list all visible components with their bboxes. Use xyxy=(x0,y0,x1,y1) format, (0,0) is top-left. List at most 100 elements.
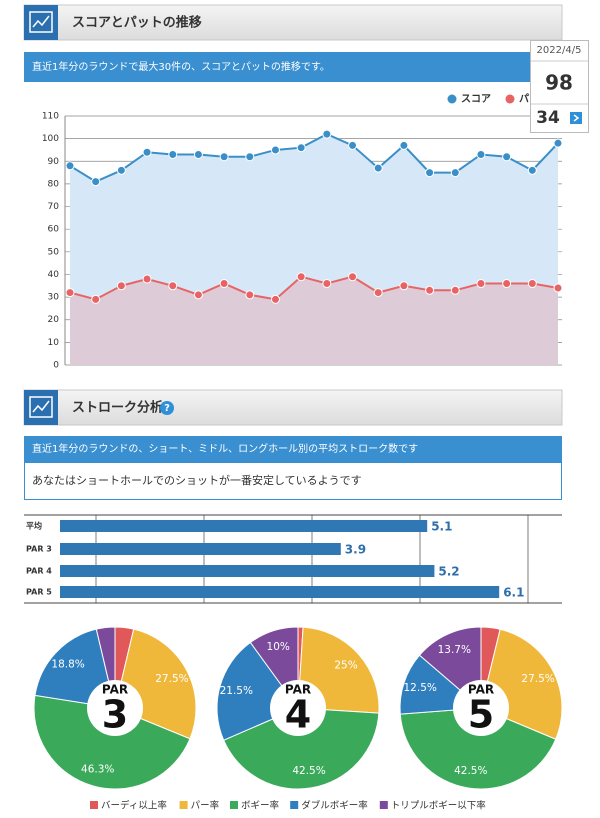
point xyxy=(91,177,101,187)
value-label: 42.5% xyxy=(454,765,487,777)
message: あなたはショートホールでのショットが一番安定しているようです xyxy=(32,473,362,487)
point xyxy=(65,288,75,298)
legend-marker xyxy=(505,94,515,104)
legend-marker xyxy=(179,801,188,809)
point xyxy=(425,285,435,295)
description-bar xyxy=(24,52,562,82)
legend-label: バーディ以上率 xyxy=(101,800,167,812)
value-label: 3.9 xyxy=(345,543,366,557)
y-tick-label: 100 xyxy=(42,134,59,144)
point xyxy=(142,274,152,284)
point xyxy=(245,290,255,300)
value-label: 25% xyxy=(334,660,357,672)
help-icon[interactable]: ? xyxy=(164,403,170,414)
point xyxy=(116,165,126,175)
point xyxy=(219,152,229,162)
y-tick-label: 50 xyxy=(48,247,60,257)
value-label: 42.5% xyxy=(292,765,325,777)
point xyxy=(142,147,152,157)
section-title: ストローク分析 xyxy=(72,400,163,416)
bar xyxy=(60,543,341,555)
area xyxy=(70,276,558,365)
center-label: PAR xyxy=(285,683,311,697)
slice xyxy=(223,707,380,790)
legend-label: スコア xyxy=(461,93,491,105)
point xyxy=(399,281,409,291)
icon xyxy=(32,15,50,28)
center-label: PAR xyxy=(468,683,494,697)
section-header xyxy=(23,389,563,426)
pie-center xyxy=(270,680,326,736)
center-value: 3 xyxy=(102,693,128,737)
legend-marker xyxy=(230,801,238,809)
point xyxy=(373,288,383,298)
legend-label: ボギー率 xyxy=(241,800,280,812)
y-tick-label: PAR 3 xyxy=(26,545,52,554)
value-label: 21.5% xyxy=(220,685,253,697)
point xyxy=(219,279,229,289)
icon xyxy=(29,11,53,33)
icon xyxy=(32,400,50,413)
point xyxy=(322,129,332,139)
center-value: 4 xyxy=(285,693,311,737)
y-tick-label: 60 xyxy=(48,225,60,235)
point xyxy=(91,294,101,304)
tooltip-putt: 34 xyxy=(536,108,560,128)
point xyxy=(502,152,512,162)
tooltip-score: 98 xyxy=(545,71,573,95)
point xyxy=(193,290,203,300)
legend-marker xyxy=(90,801,98,809)
y-tick-label: 30 xyxy=(48,293,60,303)
y-tick-label: PAR 5 xyxy=(26,588,52,597)
section-header xyxy=(23,4,563,41)
y-tick-label: 0 xyxy=(53,361,59,371)
legend-marker xyxy=(290,801,299,809)
legend-label: トリプルボギー以下率 xyxy=(391,800,487,812)
y-tick-label: 80 xyxy=(48,179,60,189)
point xyxy=(322,279,332,289)
y-tick-label: 110 xyxy=(42,112,59,122)
icon xyxy=(29,396,53,418)
center-label: PAR xyxy=(102,683,128,697)
point xyxy=(450,168,460,178)
slice xyxy=(34,628,116,709)
value-label: 12.5% xyxy=(404,682,437,694)
point xyxy=(65,161,75,171)
point xyxy=(425,168,435,178)
tooltip-date: 2022/4/5 xyxy=(537,45,582,56)
point xyxy=(193,149,203,159)
pie-center xyxy=(87,680,143,736)
tooltip-next xyxy=(570,112,582,124)
icon xyxy=(24,5,58,40)
value-label: 27.5% xyxy=(155,673,188,685)
value-label: 46.3% xyxy=(81,764,114,776)
point xyxy=(553,138,563,148)
icon xyxy=(24,390,58,425)
value-label: 6.1 xyxy=(503,586,524,600)
help-icon[interactable] xyxy=(160,401,174,415)
y-tick-label: 10 xyxy=(48,338,60,348)
point xyxy=(296,272,306,282)
point xyxy=(348,272,358,282)
value-label: 10% xyxy=(267,641,290,653)
point xyxy=(168,281,178,291)
legend-label: パー率 xyxy=(191,800,220,812)
point xyxy=(502,279,512,289)
section-title: スコアとパットの推移 xyxy=(72,15,202,31)
value-label: 27.5% xyxy=(521,673,554,685)
point xyxy=(270,294,280,304)
point xyxy=(476,279,486,289)
y-tick-label: 20 xyxy=(48,315,60,325)
value-label: 5.1 xyxy=(431,520,452,534)
bar xyxy=(60,565,435,577)
legend-marker xyxy=(379,801,388,809)
message-box xyxy=(24,462,562,500)
point xyxy=(373,163,383,173)
slice xyxy=(399,707,557,790)
point xyxy=(116,281,126,291)
bar xyxy=(60,586,500,598)
description: 直近1年分のラウンドで最大30件の、スコアとパットの推移です。 xyxy=(32,60,330,73)
y-tick-label: 40 xyxy=(48,270,60,280)
value-label: 18.8% xyxy=(51,658,84,670)
